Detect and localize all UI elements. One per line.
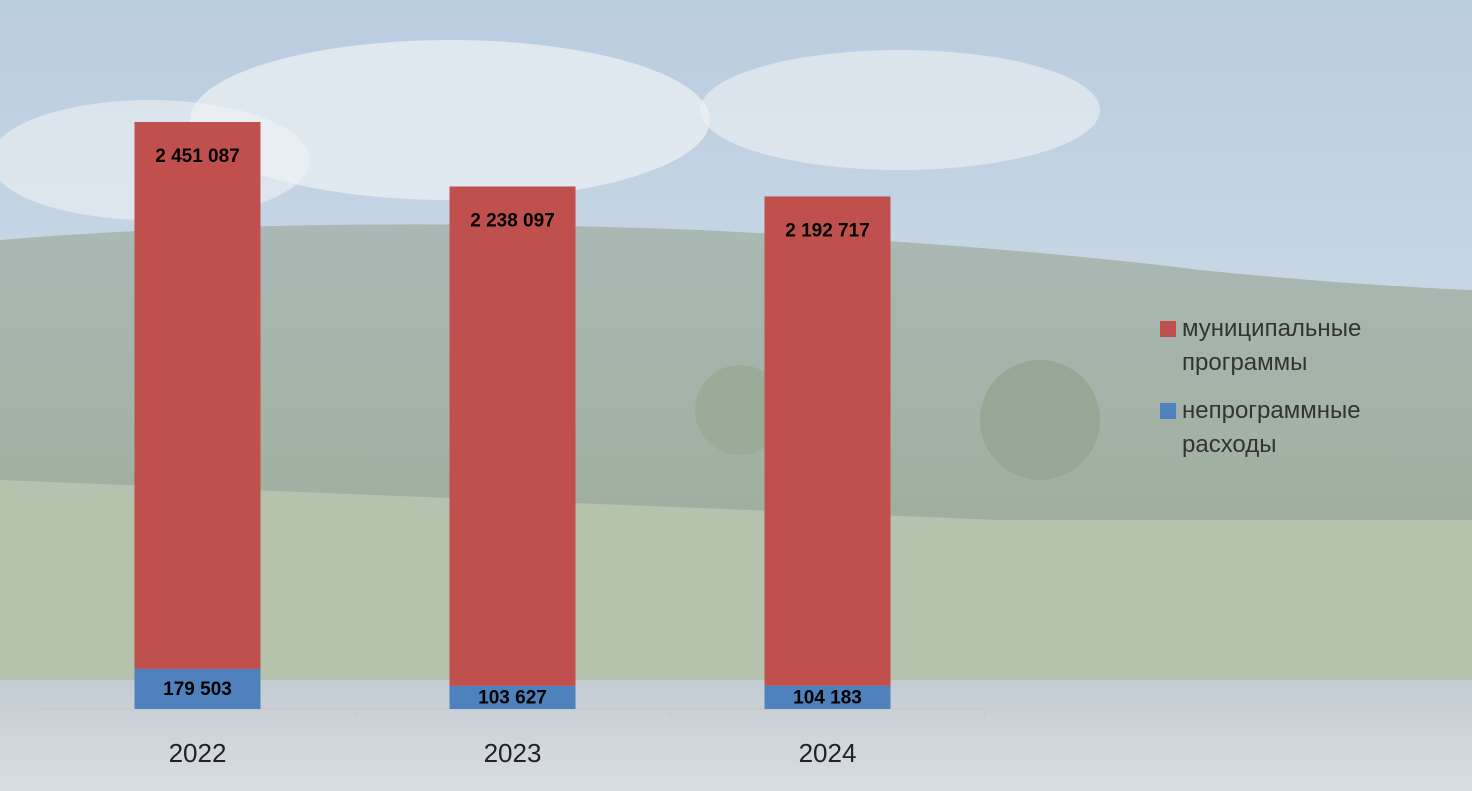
value-label: 2 192 717 [785, 220, 870, 241]
bar-segment [134, 668, 261, 709]
legend-item: непрограммные расходы [1160, 394, 1450, 462]
x-tick-label: 2023 [484, 738, 542, 768]
legend-swatch [1160, 321, 1176, 337]
bar-segment [449, 186, 576, 686]
value-label: 104 183 [793, 687, 862, 708]
value-label: 2 238 097 [470, 210, 555, 231]
value-label: 2 451 087 [155, 146, 240, 167]
bar-segment [764, 685, 891, 709]
value-label: 179 503 [163, 679, 232, 700]
cloud [700, 50, 1100, 170]
bar-segment [134, 122, 261, 669]
tree [980, 360, 1100, 480]
x-tick-label: 2024 [799, 738, 857, 768]
tree [695, 365, 785, 455]
legend-item: муниципальные программы [1160, 312, 1450, 380]
legend-swatch [1160, 403, 1176, 419]
legend-label: муниципальные программы [1182, 315, 1362, 376]
bar-segment [764, 196, 891, 686]
cloud [190, 40, 710, 200]
x-tick-label: 2022 [169, 738, 227, 768]
legend: муниципальные программы непрограммные рас… [1160, 312, 1450, 476]
value-label: 103 627 [478, 687, 547, 708]
legend-label: непрограммные расходы [1182, 397, 1361, 458]
bar-segment [449, 685, 576, 709]
background-shore [0, 480, 1472, 690]
